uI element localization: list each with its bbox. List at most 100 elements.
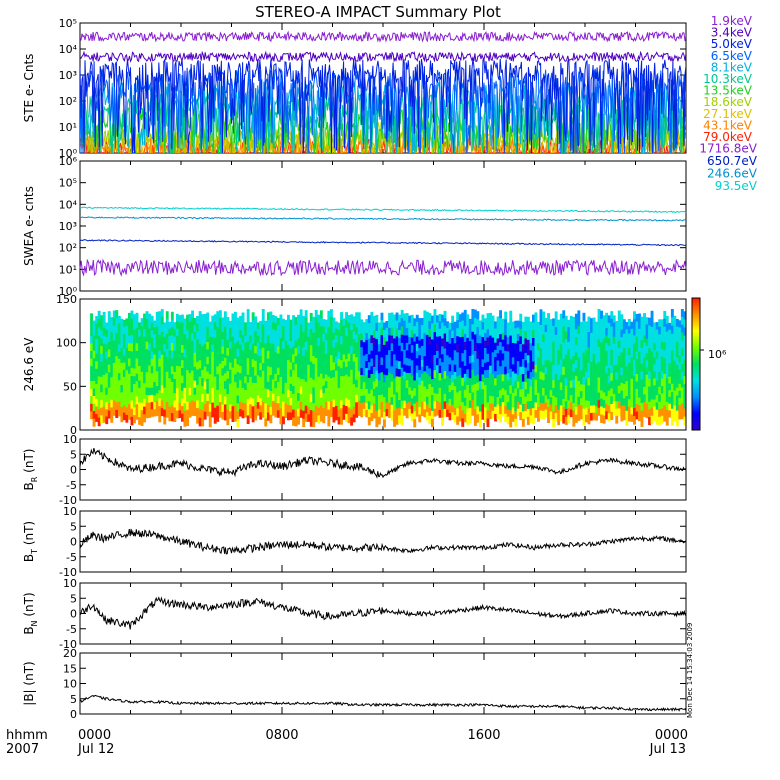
- heatmap-cell: [506, 380, 510, 389]
- y-tick-label: 10⁰: [59, 147, 78, 160]
- heatmap-cell: [489, 320, 492, 329]
- heatmap-cell: [375, 378, 379, 388]
- heatmap-cell: [307, 414, 311, 422]
- heatmap-cell: [648, 417, 651, 426]
- heatmap-cell: [501, 332, 505, 340]
- heatmap-cell: [600, 342, 603, 351]
- heatmap-cell: [105, 380, 109, 388]
- heatmap-cell: [342, 325, 346, 334]
- heatmap-cell: [680, 379, 684, 388]
- heatmap-cell: [188, 402, 192, 411]
- heatmap-cell: [122, 405, 126, 413]
- heatmap-cell: [670, 317, 674, 326]
- heatmap-cell: [259, 391, 263, 399]
- heatmap-cell: [289, 319, 293, 328]
- heatmap-cell: [282, 416, 285, 425]
- heatmap-cell: [160, 316, 164, 325]
- heatmap-cell: [673, 330, 677, 339]
- heatmap-cell: [610, 404, 614, 413]
- heatmap-cell: [511, 378, 515, 387]
- heatmap-cell: [292, 354, 295, 363]
- heatmap-cell: [261, 409, 265, 418]
- heatmap-cell: [208, 374, 212, 382]
- heatmap-cell: [234, 366, 237, 375]
- y-tick-label: 10⁶: [59, 155, 78, 168]
- heatmap-cell: [150, 323, 154, 331]
- heatmap-cell: [456, 400, 460, 409]
- heatmap-cell: [125, 318, 129, 327]
- y-axis-label-main: B: [22, 626, 36, 634]
- heatmap-cell: [408, 373, 412, 381]
- heatmap-cell: [236, 348, 240, 357]
- heatmap-cell: [203, 374, 207, 382]
- heatmap-cell: [580, 321, 583, 330]
- heatmap-cell: [466, 322, 470, 331]
- heatmap-cell: [630, 364, 634, 372]
- heatmap-cell: [451, 345, 455, 354]
- heatmap-cell: [458, 329, 462, 338]
- heatmap-cell: [355, 349, 359, 358]
- heatmap-cell: [602, 323, 606, 332]
- heatmap-cell: [650, 359, 654, 368]
- heatmap-cell: [398, 361, 401, 370]
- heatmap-cell: [602, 338, 606, 347]
- heatmap-cell: [330, 393, 333, 402]
- heatmap-cell: [683, 359, 687, 369]
- heatmap-cell: [345, 390, 348, 399]
- heatmap-cell: [448, 350, 452, 358]
- heatmap-cell: [299, 340, 303, 349]
- heatmap-cell: [433, 332, 437, 341]
- heatmap-cell: [638, 405, 641, 414]
- heatmap-cell: [431, 418, 434, 428]
- heatmap-cell: [600, 358, 603, 367]
- heatmap-cell: [332, 332, 336, 341]
- heatmap-cell: [279, 408, 283, 417]
- heatmap-cell: [183, 349, 187, 358]
- heatmap-cell: [165, 402, 169, 411]
- heatmap-cell: [269, 367, 273, 376]
- heatmap-cell: [307, 393, 311, 401]
- heatmap-cell: [559, 367, 563, 376]
- heatmap-cell: [635, 314, 639, 322]
- heatmap-cell: [587, 408, 591, 417]
- heatmap-cell: [340, 360, 343, 369]
- heatmap-cell: [148, 321, 152, 329]
- heatmap-cell: [322, 370, 326, 379]
- heatmap-cell: [168, 328, 172, 337]
- heatmap-cell: [484, 385, 487, 393]
- heatmap-cell: [246, 358, 250, 367]
- heatmap-cell: [264, 373, 268, 382]
- heatmap-cell: [645, 324, 649, 332]
- heatmap-cell: [102, 367, 106, 376]
- heatmap-cell: [643, 364, 646, 373]
- heatmap-cell: [423, 318, 427, 326]
- heatmap-cell: [216, 334, 220, 344]
- heatmap-cell: [468, 378, 472, 386]
- heatmap-cell: [244, 383, 247, 391]
- heatmap-cell: [506, 409, 510, 418]
- heatmap-cell: [516, 327, 520, 335]
- heatmap-cell: [572, 371, 576, 380]
- heatmap-cell: [110, 332, 114, 340]
- heatmap-cell: [239, 366, 242, 374]
- heatmap-cell: [471, 392, 475, 401]
- heatmap-cell: [425, 350, 429, 359]
- heatmap-cell: [327, 352, 331, 361]
- heatmap-cell: [663, 413, 667, 422]
- heatmap-cell: [251, 375, 255, 384]
- heatmap-cell: [168, 350, 172, 358]
- heatmap-cell: [486, 418, 490, 428]
- heatmap-cell: [595, 385, 598, 393]
- y-tick-label: -10: [59, 566, 77, 579]
- heatmap-cell: [544, 367, 548, 375]
- heatmap-cell: [170, 350, 174, 359]
- heatmap-cell: [309, 385, 313, 395]
- heatmap-cell: [380, 379, 384, 388]
- heatmap-cell: [276, 389, 280, 397]
- heatmap-cell: [271, 336, 275, 345]
- y-tick-label: -5: [66, 551, 77, 564]
- heatmap-cell: [504, 319, 508, 328]
- heatmap-cell: [92, 335, 96, 344]
- heatmap-cell: [521, 344, 525, 353]
- heatmap-cell: [549, 333, 553, 341]
